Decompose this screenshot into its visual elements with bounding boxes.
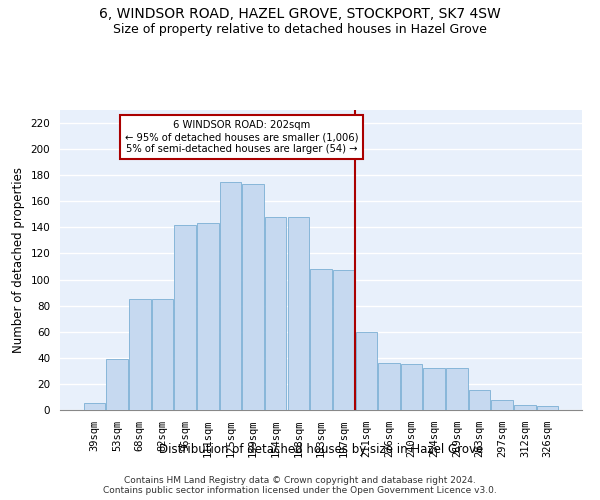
Text: 6, WINDSOR ROAD, HAZEL GROVE, STOCKPORT, SK7 4SW: 6, WINDSOR ROAD, HAZEL GROVE, STOCKPORT,… bbox=[99, 8, 501, 22]
Text: Size of property relative to detached houses in Hazel Grove: Size of property relative to detached ho… bbox=[113, 22, 487, 36]
Bar bbox=[265, 217, 286, 410]
Bar bbox=[469, 390, 490, 410]
Bar bbox=[175, 225, 196, 410]
Y-axis label: Number of detached properties: Number of detached properties bbox=[12, 167, 25, 353]
Bar bbox=[401, 364, 422, 410]
Text: 6 WINDSOR ROAD: 202sqm
← 95% of detached houses are smaller (1,006)
5% of semi-d: 6 WINDSOR ROAD: 202sqm ← 95% of detached… bbox=[125, 120, 358, 154]
Bar bbox=[424, 368, 445, 410]
Bar bbox=[242, 184, 264, 410]
Bar bbox=[287, 217, 309, 410]
Text: Contains HM Land Registry data © Crown copyright and database right 2024.
Contai: Contains HM Land Registry data © Crown c… bbox=[103, 476, 497, 495]
Bar bbox=[197, 224, 218, 410]
Bar bbox=[356, 332, 377, 410]
Bar bbox=[106, 359, 128, 410]
Bar bbox=[84, 404, 105, 410]
Bar bbox=[514, 405, 536, 410]
Bar bbox=[446, 368, 467, 410]
Bar bbox=[378, 363, 400, 410]
Bar bbox=[537, 406, 558, 410]
Bar bbox=[333, 270, 355, 410]
Bar bbox=[152, 299, 173, 410]
Bar bbox=[491, 400, 513, 410]
Bar bbox=[220, 182, 241, 410]
Bar bbox=[129, 299, 151, 410]
Bar bbox=[310, 269, 332, 410]
Text: Distribution of detached houses by size in Hazel Grove: Distribution of detached houses by size … bbox=[159, 442, 483, 456]
